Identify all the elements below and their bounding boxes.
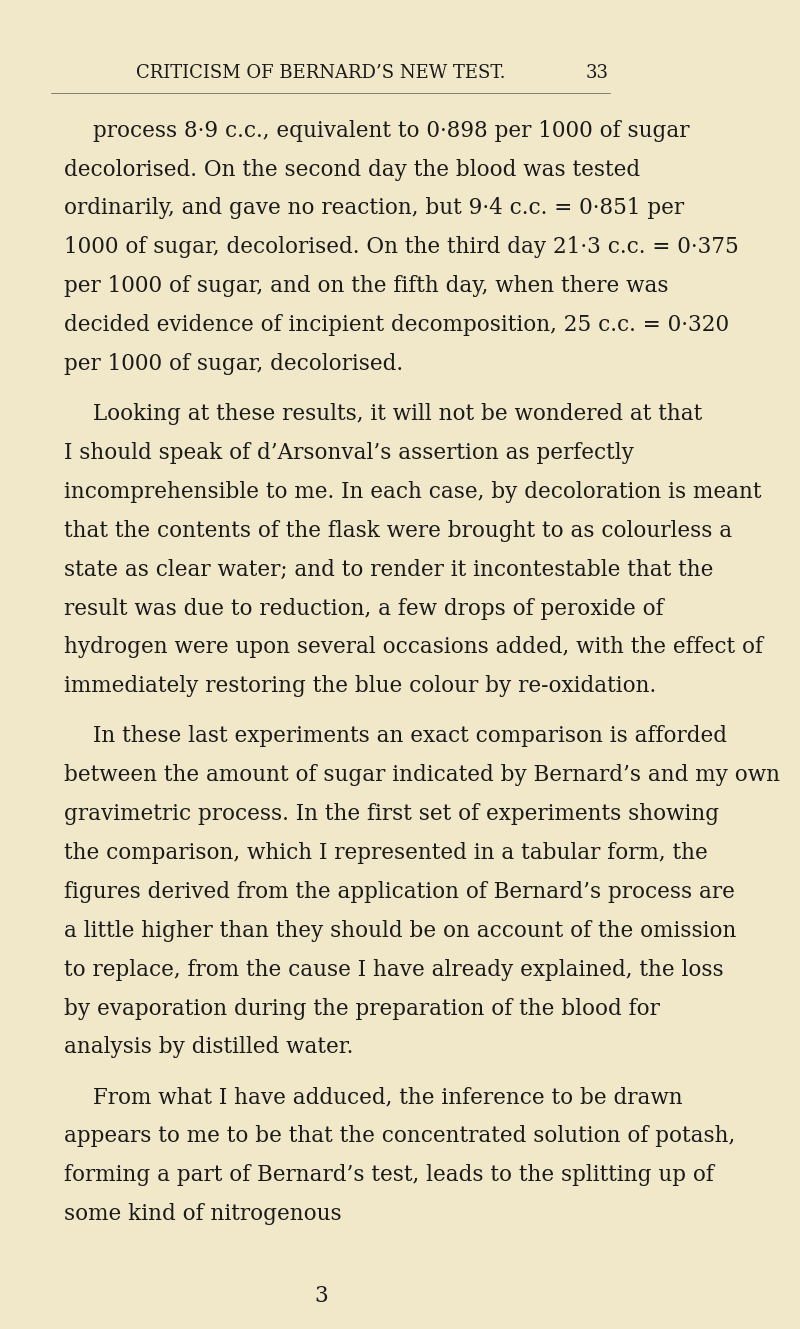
Text: I should speak of d’Arsonval’s assertion as perfectly: I should speak of d’Arsonval’s assertion… (64, 441, 634, 464)
Text: In these last experiments an exact comparison is afforded: In these last experiments an exact compa… (93, 724, 727, 747)
Text: appears to me to be that the concentrated solution of potash,: appears to me to be that the concentrate… (64, 1124, 735, 1147)
Text: to replace, from the cause I have already explained, the loss: to replace, from the cause I have alread… (64, 958, 724, 981)
Text: Looking at these results, it will not be wondered at that: Looking at these results, it will not be… (93, 403, 702, 425)
Text: immediately restoring the blue colour by re-oxidation.: immediately restoring the blue colour by… (64, 675, 657, 698)
Text: 1000 of sugar, decolorised. On the third day 21·3 c.c. = 0·375: 1000 of sugar, decolorised. On the third… (64, 237, 739, 258)
Text: hydrogen were upon several occasions added, with the effect of: hydrogen were upon several occasions add… (64, 637, 763, 658)
Text: that the contents of the flask were brought to as colourless a: that the contents of the flask were brou… (64, 520, 732, 542)
Text: CRITICISM OF BERNARD’S NEW TEST.: CRITICISM OF BERNARD’S NEW TEST. (136, 64, 506, 82)
Text: per 1000 of sugar, decolorised.: per 1000 of sugar, decolorised. (64, 354, 403, 375)
Text: a little higher than they should be on account of the omission: a little higher than they should be on a… (64, 920, 737, 942)
Text: process 8·9 c.c., equivalent to 0·898 per 1000 of sugar: process 8·9 c.c., equivalent to 0·898 pe… (93, 120, 690, 142)
Text: some kind of nitrogenous: some kind of nitrogenous (64, 1203, 342, 1225)
Text: by evaporation during the preparation of the blood for: by evaporation during the preparation of… (64, 998, 660, 1019)
Text: decolorised. On the second day the blood was tested: decolorised. On the second day the blood… (64, 158, 640, 181)
Text: figures derived from the application of Bernard’s process are: figures derived from the application of … (64, 881, 735, 902)
Text: per 1000 of sugar, and on the fifth day, when there was: per 1000 of sugar, and on the fifth day,… (64, 275, 669, 298)
Text: incomprehensible to me. In each case, by decoloration is meant: incomprehensible to me. In each case, by… (64, 481, 762, 502)
Text: result was due to reduction, a few drops of peroxide of: result was due to reduction, a few drops… (64, 598, 664, 619)
Text: gravimetric process. In the first set of experiments showing: gravimetric process. In the first set of… (64, 803, 719, 825)
Text: state as clear water; and to render it incontestable that the: state as clear water; and to render it i… (64, 558, 714, 581)
Text: ordinarily, and gave no reaction, but 9·4 c.c. = 0·851 per: ordinarily, and gave no reaction, but 9·… (64, 198, 684, 219)
Text: between the amount of sugar indicated by Bernard’s and my own: between the amount of sugar indicated by… (64, 764, 780, 785)
Text: forming a part of Bernard’s test, leads to the splitting up of: forming a part of Bernard’s test, leads … (64, 1164, 714, 1185)
Text: 33: 33 (586, 64, 609, 82)
Text: decided evidence of incipient decomposition, 25 c.c. = 0·320: decided evidence of incipient decomposit… (64, 314, 730, 336)
Text: the comparison, which I represented in a tabular form, the: the comparison, which I represented in a… (64, 841, 708, 864)
Text: 3: 3 (314, 1285, 328, 1306)
Text: From what I have adduced, the inference to be drawn: From what I have adduced, the inference … (93, 1086, 682, 1108)
Text: analysis by distilled water.: analysis by distilled water. (64, 1037, 354, 1058)
